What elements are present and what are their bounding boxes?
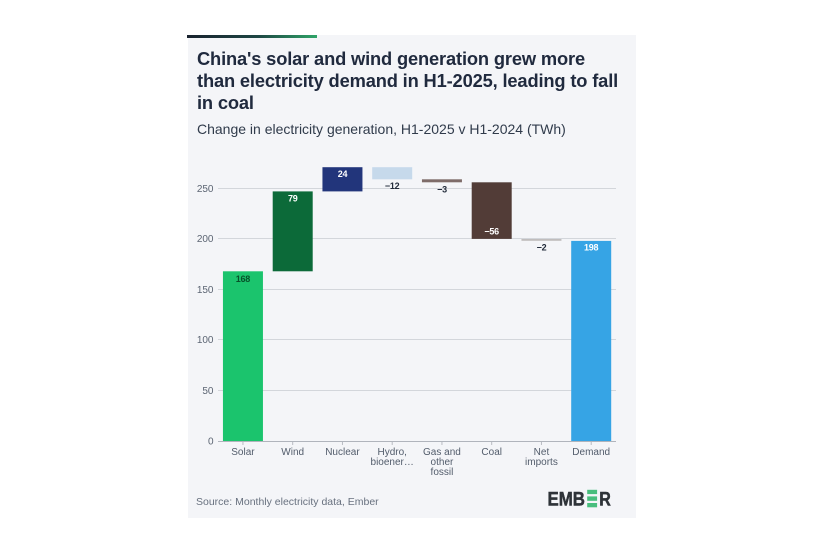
svg-text:Hydro,: Hydro, [377, 447, 406, 458]
svg-text:150: 150 [197, 285, 214, 296]
svg-text:EMB: EMB [548, 489, 585, 510]
svg-text:Net: Net [534, 447, 550, 458]
svg-text:R: R [599, 489, 611, 510]
svg-text:0: 0 [208, 437, 214, 448]
svg-text:200: 200 [197, 234, 214, 245]
svg-text:250: 250 [197, 184, 214, 195]
svg-text:Coal: Coal [481, 447, 502, 458]
svg-text:−12: −12 [385, 181, 400, 191]
svg-text:−2: −2 [537, 243, 547, 253]
svg-text:79: 79 [288, 193, 298, 203]
svg-text:fossil: fossil [431, 467, 454, 478]
svg-text:other: other [431, 457, 454, 468]
svg-text:198: 198 [584, 243, 599, 253]
svg-text:100: 100 [197, 335, 214, 346]
svg-text:Demand: Demand [572, 447, 610, 458]
svg-text:Solar: Solar [231, 447, 255, 458]
svg-text:−56: −56 [484, 227, 499, 237]
svg-text:24: 24 [338, 169, 348, 179]
svg-text:168: 168 [236, 274, 251, 284]
svg-text:Wind: Wind [281, 447, 304, 458]
svg-text:50: 50 [202, 386, 214, 397]
svg-text:bioener…: bioener… [371, 457, 414, 468]
svg-text:imports: imports [525, 457, 558, 468]
svg-text:−3: −3 [437, 184, 447, 194]
svg-text:Nuclear: Nuclear [325, 447, 360, 458]
svg-text:Gas and: Gas and [423, 447, 461, 458]
